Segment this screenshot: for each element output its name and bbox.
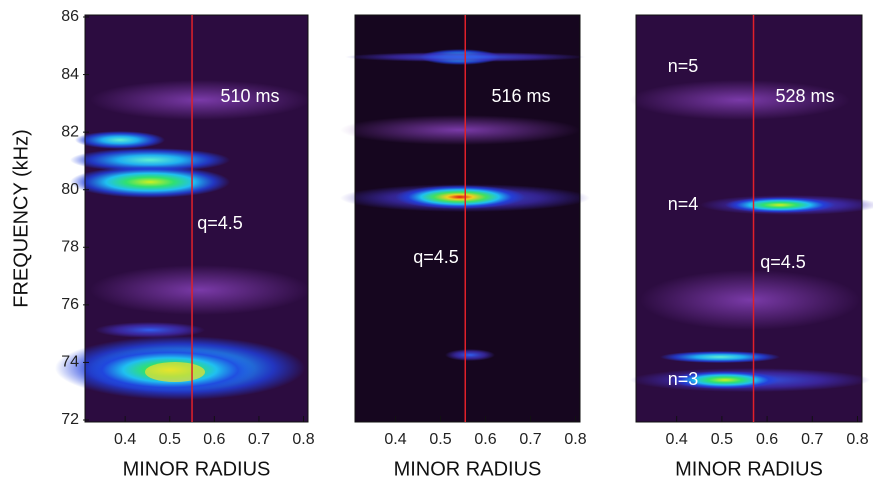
x-tick-label: 0.5 bbox=[429, 431, 451, 448]
x-tick-label: 0.7 bbox=[248, 431, 270, 448]
y-tick-label: 86 bbox=[61, 8, 79, 25]
y-axis-label: FREQUENCY (kHz) bbox=[10, 129, 32, 308]
x-tick-label: 0.7 bbox=[801, 431, 823, 448]
annotation: n=3 bbox=[668, 369, 699, 389]
y-tick-label: 74 bbox=[61, 354, 79, 371]
plot-frame bbox=[635, 14, 863, 423]
heatmap-blobs bbox=[55, 49, 873, 400]
x-axis-label: MINOR RADIUS bbox=[675, 458, 823, 480]
y-tick-label: 72 bbox=[61, 411, 79, 428]
x-tick-label: 0.4 bbox=[114, 431, 136, 448]
x-axis-label: MINOR RADIUS bbox=[394, 458, 542, 480]
annotation: 510 ms bbox=[220, 86, 279, 106]
x-tick-label: 0.5 bbox=[159, 431, 181, 448]
x-tick-label: 0.6 bbox=[474, 431, 496, 448]
annotation: 516 ms bbox=[491, 86, 550, 106]
x-tick-label: 0.8 bbox=[846, 431, 868, 448]
annotation: q=4.5 bbox=[760, 252, 806, 272]
y-tick-label: 78 bbox=[61, 239, 79, 256]
y-tick-label: 84 bbox=[61, 66, 79, 83]
annotation: n=4 bbox=[668, 194, 699, 214]
x-tick-label: 0.6 bbox=[203, 431, 225, 448]
x-tick-label: 0.6 bbox=[756, 431, 778, 448]
x-tick-label: 0.5 bbox=[711, 431, 733, 448]
y-tick-label: 80 bbox=[61, 181, 79, 198]
annotation: n=5 bbox=[668, 56, 699, 76]
x-tick-label: 0.8 bbox=[564, 431, 586, 448]
heatmaps bbox=[55, 15, 873, 422]
x-tick-label: 0.4 bbox=[666, 431, 688, 448]
y-tick-label: 82 bbox=[61, 123, 79, 140]
plot-frame bbox=[354, 14, 581, 423]
annotation: q=4.5 bbox=[197, 213, 243, 233]
x-tick-label: 0.7 bbox=[519, 431, 541, 448]
x-axis-label: MINOR RADIUS bbox=[123, 458, 271, 480]
annotation: q=4.5 bbox=[413, 247, 459, 267]
x-tick-label: 0.8 bbox=[292, 431, 314, 448]
annotation: 528 ms bbox=[775, 86, 834, 106]
plot-frame bbox=[84, 14, 309, 423]
x-tick-label: 0.4 bbox=[384, 431, 406, 448]
y-tick-label: 76 bbox=[61, 296, 79, 313]
